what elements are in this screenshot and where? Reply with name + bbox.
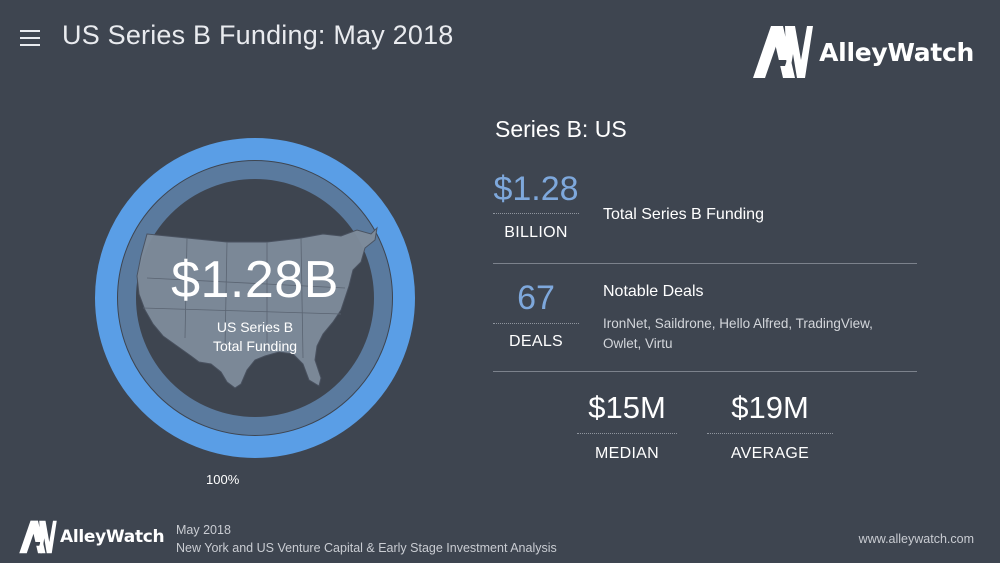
brand-name: AlleyWatch [819, 37, 974, 67]
divider-line [493, 371, 917, 372]
footer-logo[interactable]: AlleyWatch [18, 518, 165, 556]
notable-deals-line2: Owlet, Virtu [603, 336, 673, 351]
donut-center-label-line1: US Series B [216, 319, 294, 335]
alleywatch-logo-icon [19, 520, 57, 554]
donut-slice-us-series-b [95, 138, 415, 458]
notable-deals-line1: IronNet, Saildrone, Hello Alfred, Tradin… [603, 316, 873, 331]
donut-center-value: $1.28B [171, 251, 339, 309]
average-label: AVERAGE [730, 445, 810, 462]
alleywatch-logo-icon [753, 26, 814, 78]
footer-brand-name: AlleyWatch [60, 527, 165, 547]
divider-line [493, 263, 917, 264]
hamburger-menu-icon[interactable] [20, 30, 40, 48]
brand-logo[interactable]: AlleyWatch [751, 24, 974, 80]
deals-count-unit: DEALS [509, 333, 563, 350]
donut-center-label: US Series B Total Funding [95, 318, 415, 356]
us-map-icon [136, 226, 378, 389]
average-value: $19M [731, 390, 809, 425]
notable-deals-label: Notable Deals [603, 283, 704, 300]
section-title: Series B: US [495, 116, 627, 142]
dotted-divider [493, 323, 579, 324]
page-title: US Series B Funding: May 2018 [62, 20, 454, 50]
donut-center-label-line2: Total Funding [212, 338, 298, 354]
notable-deals-list: IronNet, Saildrone, Hello Alfred, Tradin… [603, 314, 903, 354]
median-label: MEDIAN [594, 445, 660, 462]
total-funding-unit: BILLION [504, 224, 568, 241]
footer-url-link[interactable]: www.alleywatch.com [858, 532, 974, 546]
footer-date: May 2018 [176, 523, 231, 537]
dotted-divider [577, 433, 677, 434]
median-value: $15M [588, 390, 666, 425]
dotted-divider [493, 213, 579, 214]
deals-count-value: 67 [517, 279, 555, 317]
donut-svg [95, 138, 415, 458]
total-funding-value: $1.28 [493, 170, 579, 208]
footer-description: New York and US Venture Capital & Early … [176, 541, 557, 555]
total-funding-label: Total Series B Funding [603, 206, 764, 223]
donut-ring-inner [118, 161, 392, 435]
dotted-divider [707, 433, 833, 434]
funding-donut-chart: $1.28B US Series B Total Funding [95, 138, 415, 458]
donut-percent-label: 100% [206, 472, 240, 487]
